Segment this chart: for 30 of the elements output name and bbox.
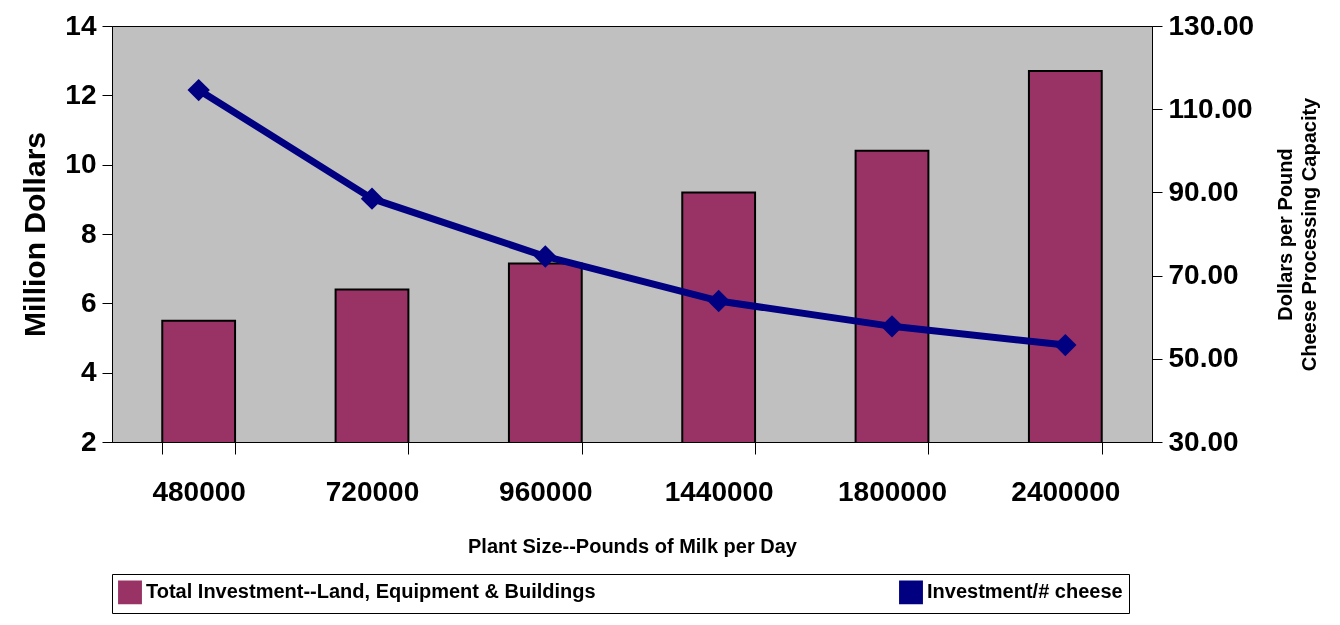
point [187, 78, 210, 102]
x-tick-label: 1800000 [837, 475, 948, 507]
x-axis-title: Plant Size--Pounds of Milk per Day [468, 534, 798, 557]
y-tick-label: 8 [80, 217, 97, 249]
point [360, 187, 384, 210]
y2-tick-label: 110.00 [1168, 92, 1253, 124]
x-tick-label: 720000 [325, 475, 420, 507]
x-tick-label: 2400000 [1011, 475, 1121, 507]
point [534, 245, 557, 268]
x-tick-label: 1440000 [664, 475, 774, 507]
y-tick-label: 10 [65, 148, 97, 180]
y2-tick-label: 50.00 [1168, 342, 1239, 374]
x-tick-label: 960000 [499, 475, 593, 507]
legend-label: Investment/# cheese [927, 580, 1123, 603]
x-tick-label: 480000 [152, 475, 246, 507]
y2-tick-label: 90.00 [1168, 175, 1239, 207]
y-tick-label: 2 [80, 425, 97, 457]
point [707, 289, 730, 313]
y2-axis-title: Dollars per Pound Cheese Processing Capacity [1274, 96, 1321, 372]
y-tick-label: 14 [65, 9, 97, 41]
y-axis-title: Million Dollars [18, 131, 52, 338]
legend-label: Total Investment--Land, Equipment & Buildings [146, 580, 596, 603]
y2-tick-label: 30.00 [1168, 425, 1239, 457]
y-tick-label: 6 [80, 286, 97, 318]
y2-tick-label: 70.00 [1168, 259, 1239, 291]
y-tick-label: 12 [65, 78, 97, 110]
y-tick-label: 4 [80, 356, 97, 388]
y2-tick-label: 130.00 [1168, 9, 1255, 41]
point [1054, 333, 1077, 357]
point [880, 315, 904, 338]
